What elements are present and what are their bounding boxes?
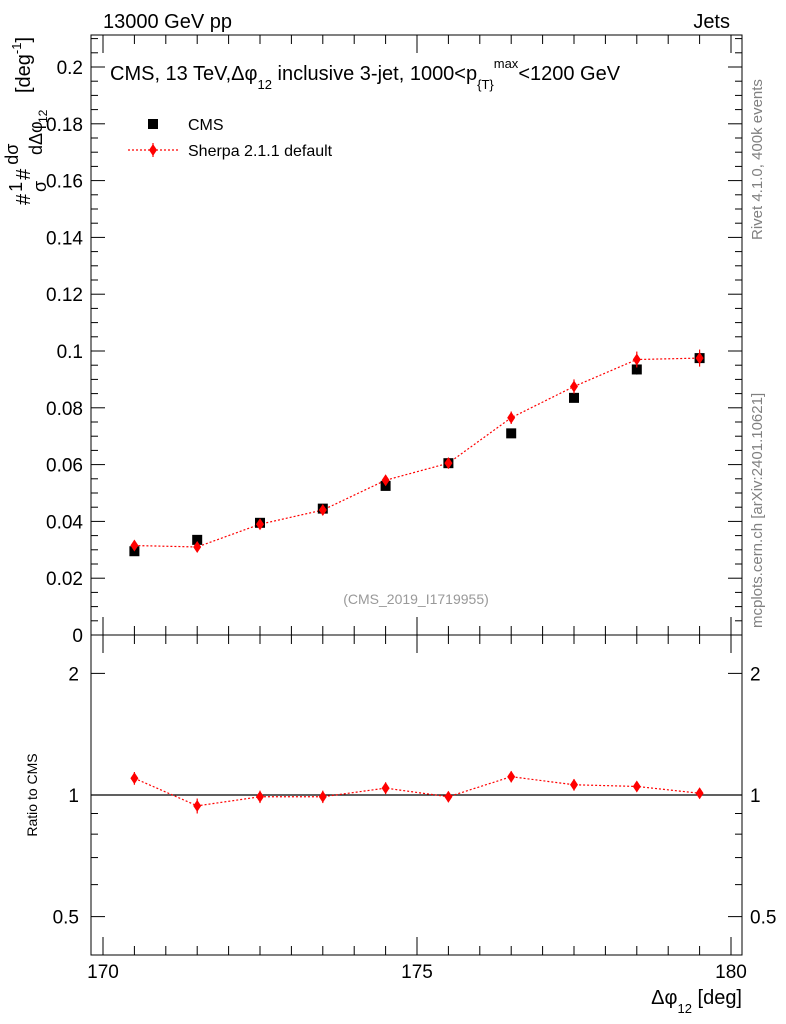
rivet-label: Rivet 4.1.0, 400k events xyxy=(749,79,766,240)
main-y-tick-label: 0.18 xyxy=(46,115,83,136)
legend-cms-label: CMS xyxy=(188,117,224,134)
x-tick-label: 180 xyxy=(715,962,747,983)
ratio-sherpa-point xyxy=(507,770,516,783)
main-title: CMS, 13 TeV,Δφ12 inclusive 3-jet, 1000<p… xyxy=(110,56,621,92)
main-y-tick-label: 0.14 xyxy=(46,228,83,249)
sherpa-line xyxy=(134,357,700,548)
main-y-ticks: 0 0.02 0.04 0.06 0.08 0.1 0.12 0.14 0.16 0.18 0.2 xyxy=(46,38,742,647)
sherpa-point xyxy=(318,504,327,517)
cms-point xyxy=(631,364,642,375)
main-y-tick-label: 0.12 xyxy=(46,285,83,306)
ratio-sherpa-point xyxy=(130,772,139,785)
cms-point xyxy=(192,534,203,545)
ratio-sherpa-point xyxy=(632,780,641,793)
ratio-y-tick-label-right: 0.5 xyxy=(750,908,776,929)
main-data-layer xyxy=(129,349,705,557)
svg-text:dΔφ: dΔφ xyxy=(26,121,46,155)
svg-text:[deg-1]: [deg-1] xyxy=(9,37,35,93)
ratio-y-tick-label: 2 xyxy=(68,664,79,685)
legend: CMS Sherpa 2.1.1 default xyxy=(128,117,333,160)
ratio-sherpa-point xyxy=(695,787,704,800)
sherpa-point xyxy=(130,539,139,552)
svg-text:12: 12 xyxy=(36,109,50,123)
sherpa-point xyxy=(381,474,390,487)
analysis-watermark: (CMS_2019_I1719955) xyxy=(343,591,489,607)
ratio-sherpa-point xyxy=(381,782,390,795)
sherpa-point xyxy=(632,353,641,366)
sherpa-point xyxy=(256,518,264,531)
ratio-sherpa-point xyxy=(193,799,202,812)
main-y-tick-label: 0.16 xyxy=(46,172,83,193)
legend-cms-marker xyxy=(148,119,158,129)
sherpa-point xyxy=(507,411,516,424)
ratio-ticks: 0.5 0.5 1 1 2 2 170 175 180 xyxy=(53,35,776,983)
ratio-y-tick-label: 0.5 xyxy=(53,908,79,929)
ratio-sherpa-point xyxy=(444,790,453,803)
ratio-y-tick-label-right: 1 xyxy=(750,786,761,807)
legend-sherpa-label: Sherpa 2.1.1 default xyxy=(188,143,333,160)
ratio-y-axis-label: Ratio to CMS xyxy=(24,753,40,836)
x-tick-label: 175 xyxy=(401,962,433,983)
main-y-tick-label: 0.04 xyxy=(46,512,83,533)
svg-text:#1#dσ: #1#dσ xyxy=(2,144,35,205)
main-y-tick-label: 0 xyxy=(72,626,83,647)
header-right: Jets xyxy=(693,11,730,33)
ratio-y-tick-label-right: 2 xyxy=(750,664,761,685)
ratio-data-layer xyxy=(91,770,742,814)
legend-sherpa-marker xyxy=(149,144,157,156)
svg-text:σ: σ xyxy=(30,181,50,192)
ratio-sherpa-point xyxy=(256,790,264,803)
main-y-tick-label: 0.1 xyxy=(57,342,83,363)
sherpa-point xyxy=(695,352,704,365)
ratio-sherpa-point xyxy=(570,778,578,791)
x-tick-label: 170 xyxy=(87,962,119,983)
x-axis-label: Δφ12 [deg] xyxy=(651,987,742,1016)
sherpa-point xyxy=(570,380,578,393)
sherpa-point xyxy=(444,457,453,470)
main-y-tick-label: 0.02 xyxy=(46,569,83,590)
main-y-tick-label: 0.08 xyxy=(46,399,83,420)
ratio-y-tick-label: 1 xyxy=(68,786,79,807)
sherpa-point xyxy=(193,540,202,553)
ratio-sherpa-line xyxy=(134,776,700,807)
main-y-tick-label: 0.2 xyxy=(57,58,83,79)
main-y-axis-label: #1#dσ σ dΔφ 12 [deg-1] xyxy=(2,37,50,205)
mcplots-label: mcplots.cern.ch [arXiv:2401.10621] xyxy=(749,393,766,628)
cms-point xyxy=(506,428,517,439)
ratio-sherpa-point xyxy=(318,790,327,803)
cms-point xyxy=(569,392,579,403)
main-y-tick-label: 0.06 xyxy=(46,456,83,477)
header-left: 13000 GeV pp xyxy=(103,11,232,33)
